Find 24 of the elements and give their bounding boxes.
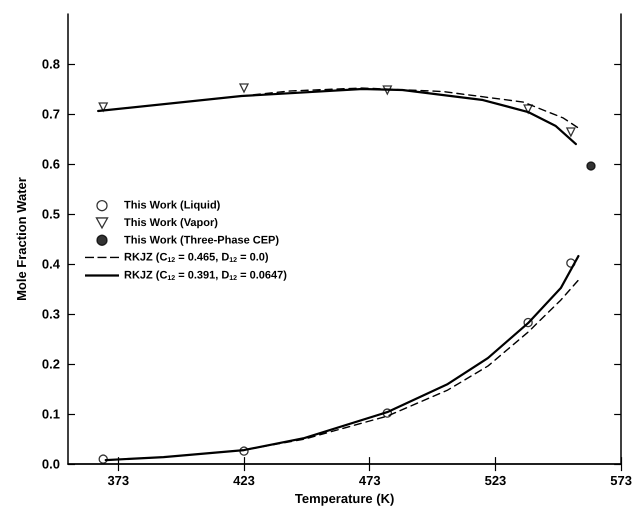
point [98, 102, 108, 112]
y-tick-label: 0.5 [42, 206, 60, 222]
y-tick-label: 0.8 [42, 56, 60, 72]
legend-label: This Work (Three-Phase CEP) [124, 234, 280, 246]
y-tick-label: 0.4 [42, 256, 61, 272]
y-tick-label: 0.7 [42, 106, 60, 122]
x-tick-label: 473 [358, 473, 381, 488]
point [239, 83, 249, 93]
y-tick-label: 0.0 [42, 456, 60, 472]
point [98, 454, 108, 464]
x-tick-label: 573 [610, 473, 632, 488]
x-tick-label: 373 [107, 473, 130, 488]
y-axis-title: Mole Fraction Water [14, 177, 29, 301]
x-axis-title: Temperature (K) [294, 491, 394, 506]
point [586, 161, 596, 171]
y-tick-label: 0.2 [42, 356, 60, 372]
y-tick-label: 0.1 [42, 406, 60, 422]
y-tick-label: 0.3 [42, 306, 60, 322]
point [566, 127, 576, 137]
y-tick-label: 0.6 [42, 156, 60, 172]
legend-label: This Work (Liquid) [124, 200, 221, 212]
x-tick-label: 423 [233, 473, 255, 488]
x-tick-label: 523 [484, 473, 506, 488]
legend-label: This Work (Vapor) [124, 216, 218, 229]
